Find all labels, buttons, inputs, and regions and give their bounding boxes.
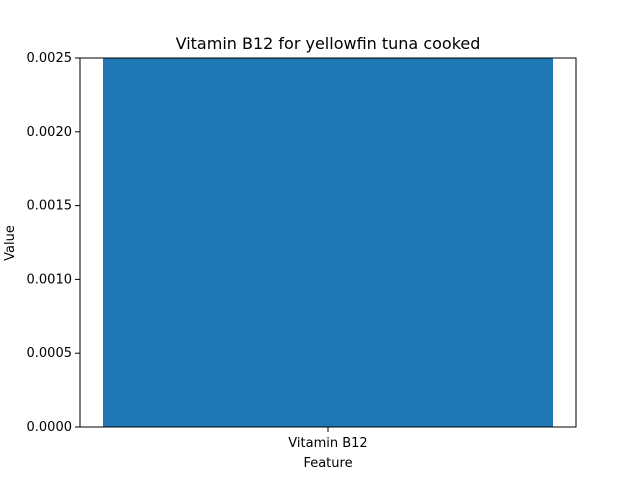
y-tick-label: 0.0005 [27, 346, 73, 361]
plot-frame [79, 57, 577, 428]
x-axis-label: Feature [303, 456, 352, 471]
y-tick-label: 0.0020 [27, 125, 73, 140]
y-tick-label: 0.0015 [27, 199, 73, 214]
x-tick-label: Vitamin B12 [288, 436, 367, 451]
y-tick-label: 0.0025 [27, 51, 73, 66]
y-axis-label: Value [3, 225, 18, 261]
plot-area: Vitamin B12 0.0000 0.0005 0.0010 0.0015 0.002… [27, 51, 577, 451]
bar-vitamin-b12 [103, 58, 553, 427]
y-tick-label: 0.0010 [27, 272, 73, 287]
chart-title: Vitamin B12 for yellowfin tuna cooked [176, 34, 481, 53]
y-tick-label: 0.0000 [27, 420, 73, 435]
